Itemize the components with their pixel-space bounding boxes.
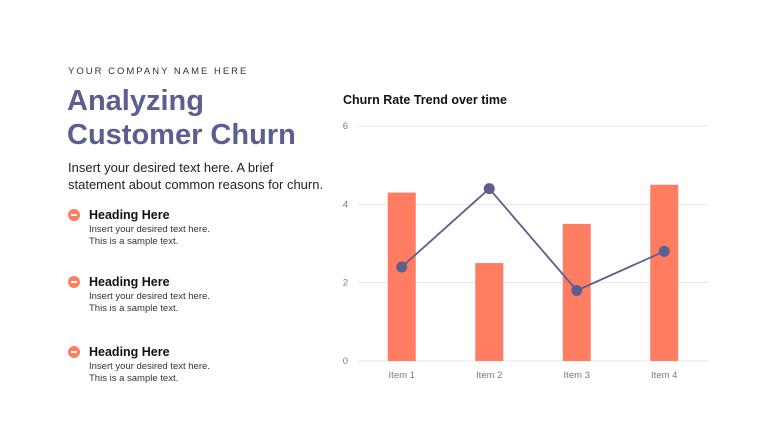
line-point — [658, 245, 670, 257]
point-description: Insert your desired text here. This is a … — [89, 291, 210, 314]
y-tick-label: 4 — [343, 199, 348, 210]
chart-title: Churn Rate Trend over time — [343, 93, 507, 107]
minus-circle-icon — [68, 346, 80, 358]
bar — [475, 263, 504, 361]
page-title: Analyzing Customer Churn — [67, 85, 296, 151]
intro-text: Insert your desired text here. A brief s… — [68, 160, 324, 192]
x-tick-label: Item 1 — [389, 370, 415, 381]
point-description: Insert your desired text here. This is a … — [89, 361, 210, 384]
line-point — [396, 261, 408, 273]
point-heading: Heading Here — [89, 345, 170, 359]
bar — [650, 184, 679, 361]
x-tick-label: Item 4 — [651, 370, 677, 381]
y-tick-label: 0 — [343, 356, 348, 367]
minus-circle-icon — [68, 209, 80, 221]
x-tick-label: Item 3 — [564, 370, 590, 381]
y-tick-label: 6 — [343, 121, 348, 132]
bar — [387, 192, 416, 361]
churn-chart: 0 2 4 6 Item 1 Item 2 Item 3 Item 4 — [343, 121, 708, 381]
line-point — [483, 183, 495, 195]
point-heading: Heading Here — [89, 275, 170, 289]
minus-circle-icon — [68, 276, 80, 288]
point-heading: Heading Here — [89, 208, 170, 222]
company-name: YOUR COMPANY NAME HERE — [68, 66, 249, 77]
y-tick-label: 2 — [343, 278, 348, 289]
series-line — [401, 187, 665, 292]
point-description: Insert your desired text here. This is a … — [89, 224, 210, 247]
x-tick-label: Item 2 — [476, 370, 502, 381]
line-point — [571, 285, 583, 296]
